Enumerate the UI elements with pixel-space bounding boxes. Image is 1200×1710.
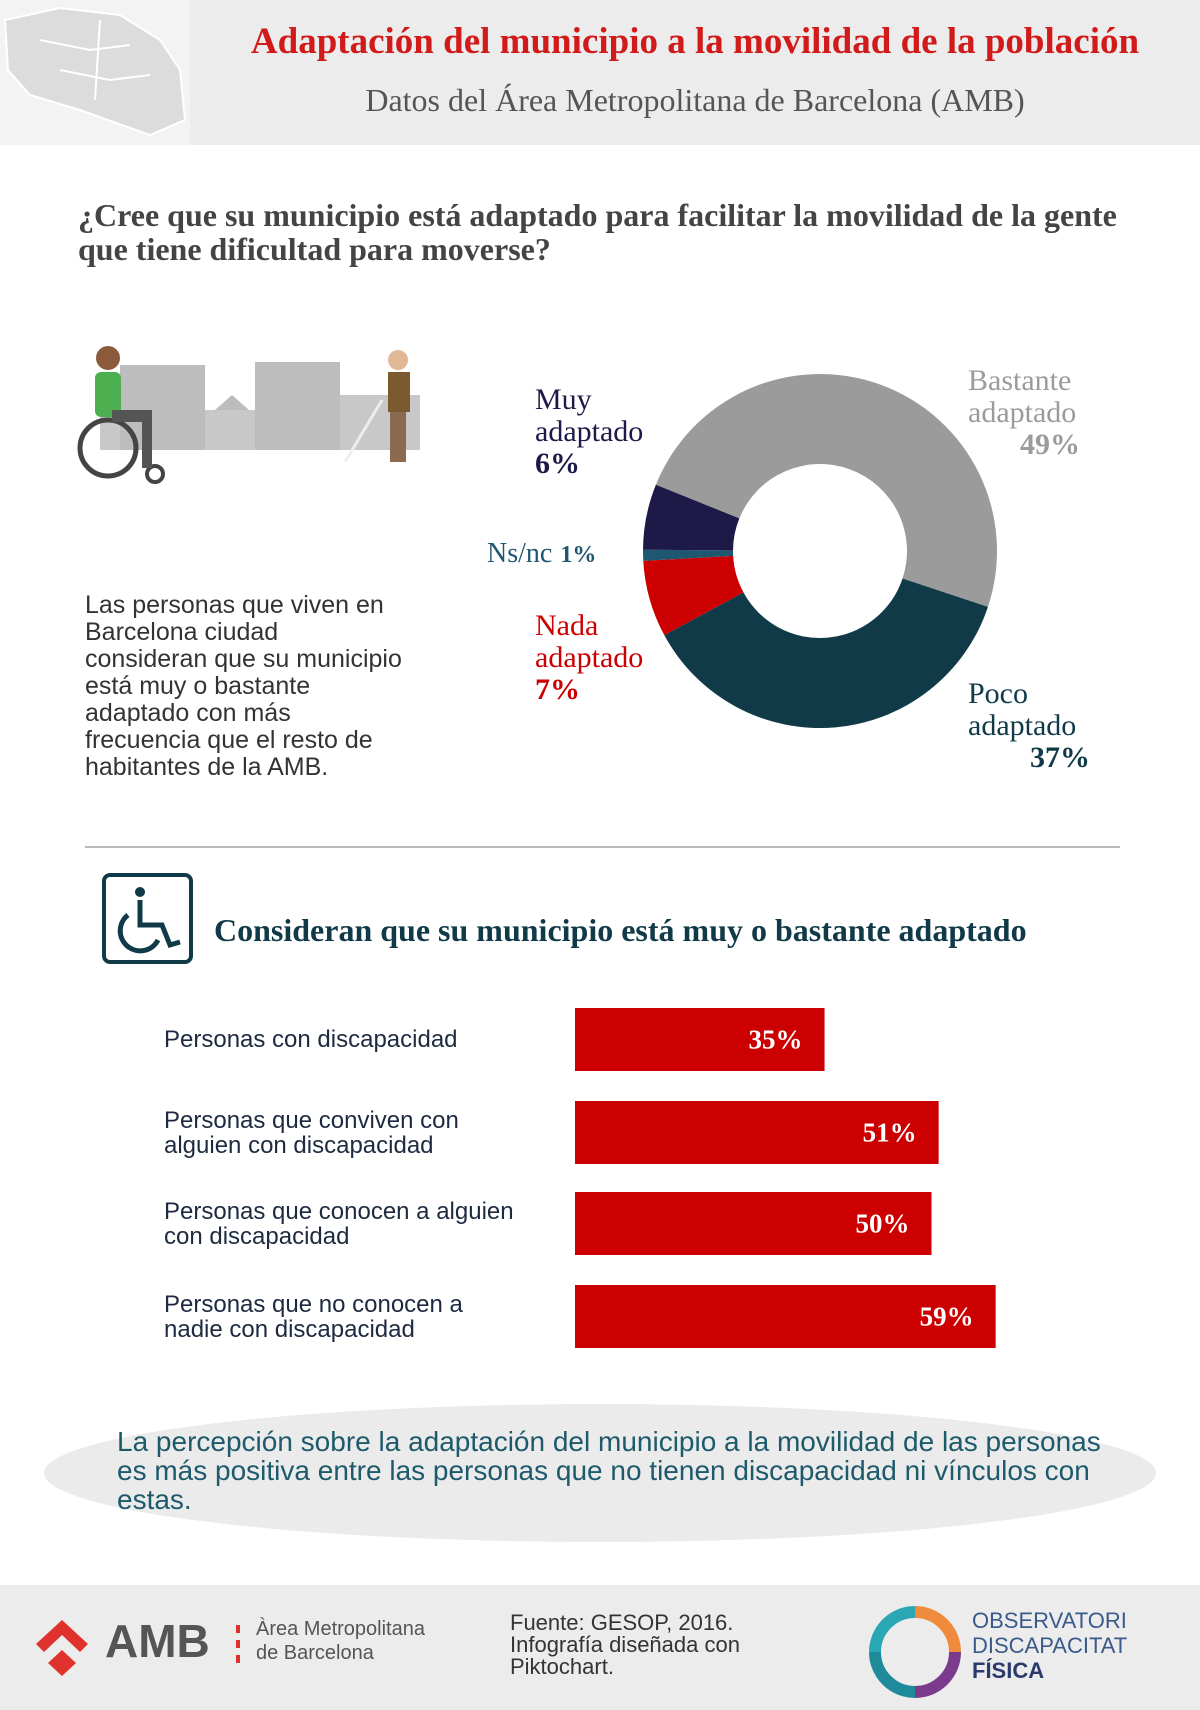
accessibility-icon — [102, 873, 193, 964]
category-label: Personas que conocen a alguien con disca… — [164, 1192, 524, 1255]
donut-label: Muy adaptado 6% — [535, 384, 685, 480]
bar — [575, 1101, 939, 1164]
illustration — [77, 346, 420, 484]
header-band — [0, 0, 1200, 145]
source-line: Fuente: GESOP, 2016. — [510, 1610, 734, 1635]
value-label: 37% — [1030, 741, 1090, 774]
amb-name-line: de Barcelona — [256, 1642, 374, 1664]
category-text: Personas que no conocen a nadie con disc… — [164, 1290, 463, 1343]
observatori-line: DISCAPACITAT — [972, 1633, 1128, 1658]
observatori-logo: OBSERVATORI DISCAPACITAT FÍSICA — [972, 1608, 1127, 1683]
donut-segment — [655, 373, 998, 607]
title: Adaptación del municipio a la movilidad … — [250, 21, 1140, 62]
subtitle: Datos del Área Metropolitana de Barcelon… — [365, 82, 1025, 118]
amb-logo-text: AMB — [105, 1615, 210, 1667]
value-label: 51% — [863, 1118, 917, 1148]
category-text: Personas que conviven con alguien con di… — [164, 1106, 459, 1159]
category-label: Ns/nc — [487, 538, 553, 569]
bar — [575, 1008, 825, 1071]
observatori-line: FÍSICA — [972, 1658, 1045, 1683]
donut-label: Nada adaptado 7% — [535, 610, 685, 706]
bar-title: Consideran que su municipio está muy o b… — [214, 912, 1027, 948]
category-label: Personas que no conocen a nadie con disc… — [164, 1285, 524, 1348]
donut-label: Poco adaptado 37% — [968, 678, 1118, 774]
donut-segment — [643, 549, 734, 561]
category-label: Muy adaptado — [535, 383, 644, 448]
question: ¿Cree que su municipio está adaptado par… — [78, 197, 1117, 267]
value-label: 6% — [535, 447, 580, 480]
donut-segment — [643, 484, 740, 551]
footer-band — [0, 1585, 1200, 1710]
category-label: Bastante adaptado — [968, 364, 1077, 429]
source-line: Infografía diseñada con — [510, 1632, 740, 1657]
donut-label: Bastante adaptado 49% — [968, 365, 1118, 461]
value-label: 50% — [856, 1209, 910, 1239]
category-label: Personas con discapacidad — [164, 1008, 524, 1071]
category-text: Personas con discapacidad — [164, 1026, 458, 1053]
conclusion: La percepción sobre la adaptación del mu… — [117, 1426, 1101, 1515]
value-label: 7% — [535, 673, 580, 706]
bar — [575, 1192, 932, 1255]
value-label: 49% — [1020, 428, 1080, 461]
category-label: Poco adaptado — [968, 677, 1077, 742]
map-decoration — [0, 0, 190, 145]
conclusion-bubble — [44, 1404, 1156, 1542]
value-label: 1% — [560, 542, 597, 568]
donut-segment — [664, 578, 988, 729]
observatori-icon — [869, 1606, 961, 1698]
value-label: 59% — [920, 1302, 974, 1332]
donut-segment — [643, 555, 744, 636]
category-label: Nada adaptado — [535, 609, 644, 674]
value-label: 35% — [749, 1025, 803, 1055]
category-label: Personas que conviven con alguien con di… — [164, 1101, 524, 1164]
observatori-line: OBSERVATORI — [972, 1608, 1127, 1633]
amb-name-line: Àrea Metropolitana — [256, 1618, 425, 1640]
note: Las personas que viven en Barcelona ciud… — [85, 591, 402, 781]
source-line: Piktochart. — [510, 1654, 614, 1679]
bar — [575, 1285, 996, 1348]
donut-label: Ns/nc 1% — [487, 538, 596, 571]
source: Fuente: GESOP, 2016. Infografía diseñada… — [510, 1612, 740, 1678]
amb-name: Àrea Metropolitana de Barcelona — [256, 1617, 425, 1665]
amb-icon — [36, 1620, 240, 1676]
category-text: Personas que conocen a alguien con disca… — [164, 1197, 514, 1250]
